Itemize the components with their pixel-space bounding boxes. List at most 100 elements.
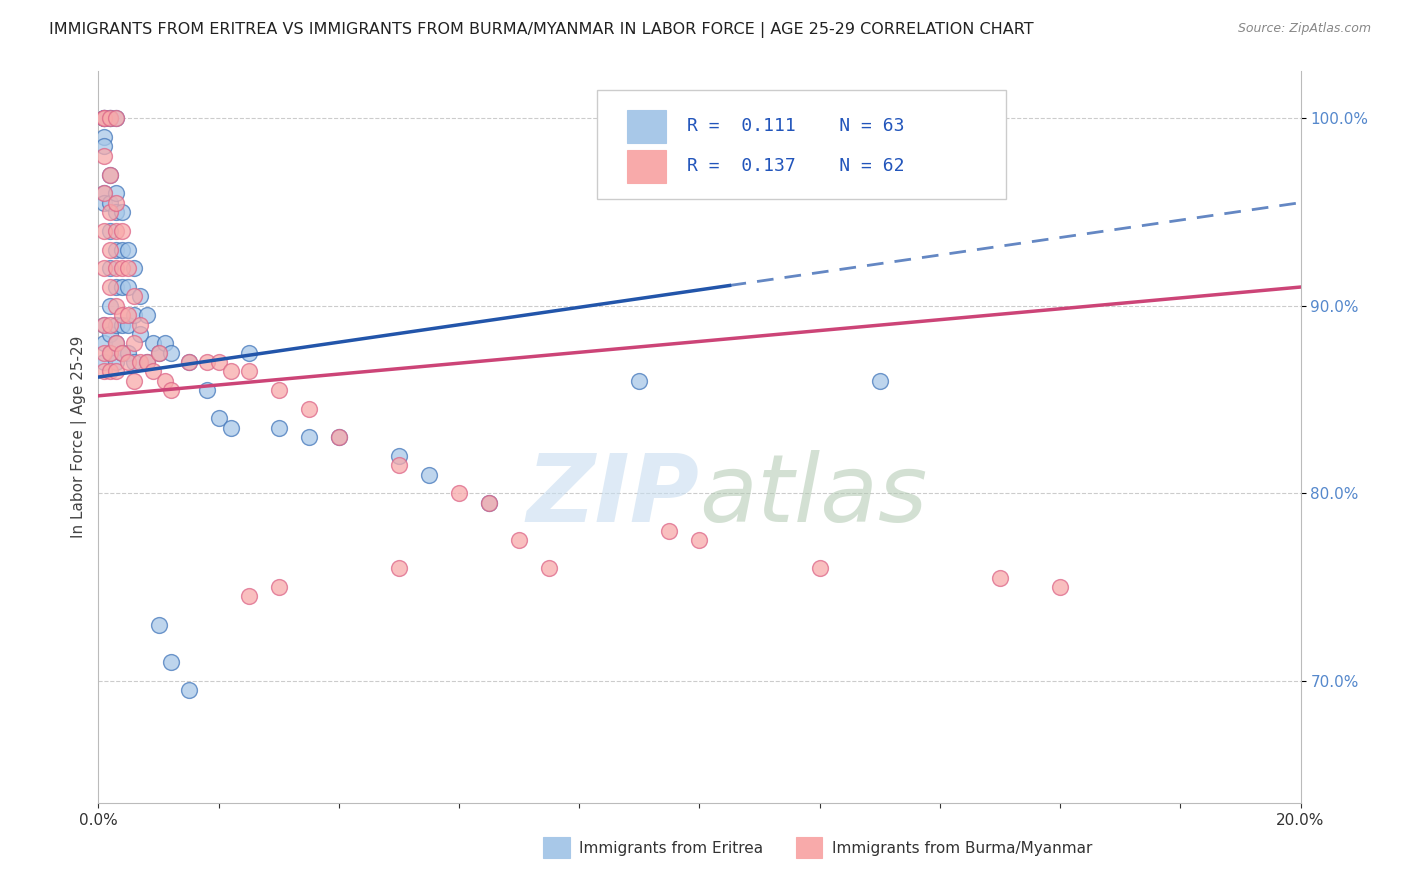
Point <box>105 355 128 369</box>
Point <box>105 112 128 126</box>
Point <box>117 261 139 276</box>
Point <box>117 355 139 369</box>
Point <box>100 299 122 313</box>
Point <box>93 355 115 369</box>
Bar <box>627 110 666 143</box>
Point <box>93 139 115 153</box>
Point <box>117 280 139 294</box>
Point <box>447 486 470 500</box>
Point <box>478 496 501 510</box>
Text: Immigrants from Eritrea: Immigrants from Eritrea <box>579 840 763 855</box>
Point <box>93 112 115 126</box>
Point <box>105 364 128 378</box>
Point <box>100 364 122 378</box>
Point <box>117 243 139 257</box>
Point <box>93 261 115 276</box>
Point <box>100 243 122 257</box>
Point <box>100 261 122 276</box>
Point <box>93 318 115 332</box>
Point <box>808 561 831 575</box>
Point <box>93 195 115 210</box>
Point <box>105 280 128 294</box>
Text: Source: ZipAtlas.com: Source: ZipAtlas.com <box>1237 22 1371 36</box>
Point <box>100 345 122 359</box>
Point <box>869 374 891 388</box>
Point <box>105 261 128 276</box>
Point <box>111 261 134 276</box>
Point <box>111 205 134 219</box>
Point <box>328 430 350 444</box>
Point <box>124 289 146 303</box>
Point <box>328 430 350 444</box>
Point <box>117 318 139 332</box>
Point <box>93 112 115 126</box>
Point <box>129 289 152 303</box>
Point <box>100 112 122 126</box>
Point <box>93 112 115 126</box>
Point <box>105 186 128 201</box>
Point <box>388 561 411 575</box>
Point <box>105 336 128 351</box>
Point <box>105 112 128 126</box>
Point <box>135 355 157 369</box>
Point <box>100 224 122 238</box>
Point <box>208 411 231 425</box>
Point <box>117 345 139 359</box>
Point <box>93 149 115 163</box>
Point <box>159 655 181 669</box>
Point <box>100 168 122 182</box>
Point <box>1049 580 1071 594</box>
Point <box>100 318 122 332</box>
Point <box>100 195 122 210</box>
Point <box>111 224 134 238</box>
Point <box>129 326 152 341</box>
Point <box>117 308 139 322</box>
Point <box>100 168 122 182</box>
Point <box>238 364 260 378</box>
Point <box>100 205 122 219</box>
Point <box>159 345 181 359</box>
Point <box>267 420 290 434</box>
Point <box>388 449 411 463</box>
Point <box>111 345 134 359</box>
Point <box>177 355 200 369</box>
Point <box>105 318 128 332</box>
Point <box>93 186 115 201</box>
Point <box>508 533 530 548</box>
Bar <box>796 838 823 858</box>
Point <box>124 261 146 276</box>
Point <box>124 374 146 388</box>
Point <box>93 318 115 332</box>
Point <box>111 280 134 294</box>
Point <box>298 430 321 444</box>
Point <box>141 364 163 378</box>
Y-axis label: In Labor Force | Age 25-29: In Labor Force | Age 25-29 <box>72 336 87 538</box>
Point <box>195 383 218 397</box>
Point <box>124 355 146 369</box>
Point <box>111 243 134 257</box>
Point <box>105 224 128 238</box>
Point <box>478 496 501 510</box>
Point <box>93 186 115 201</box>
Point <box>988 571 1011 585</box>
Text: atlas: atlas <box>700 450 928 541</box>
Point <box>208 355 231 369</box>
Point <box>219 364 242 378</box>
Point <box>159 383 181 397</box>
Point <box>105 336 128 351</box>
Point <box>177 355 200 369</box>
Point <box>129 318 152 332</box>
Point <box>219 420 242 434</box>
Point <box>418 467 440 482</box>
Point <box>124 336 146 351</box>
Point <box>93 345 115 359</box>
Text: IMMIGRANTS FROM ERITREA VS IMMIGRANTS FROM BURMA/MYANMAR IN LABOR FORCE | AGE 25: IMMIGRANTS FROM ERITREA VS IMMIGRANTS FR… <box>49 22 1033 38</box>
Point <box>538 561 561 575</box>
Point <box>100 345 122 359</box>
Point <box>298 401 321 416</box>
Point <box>238 590 260 604</box>
Point <box>105 205 128 219</box>
Point <box>148 345 170 359</box>
Point <box>105 243 128 257</box>
Point <box>93 224 115 238</box>
